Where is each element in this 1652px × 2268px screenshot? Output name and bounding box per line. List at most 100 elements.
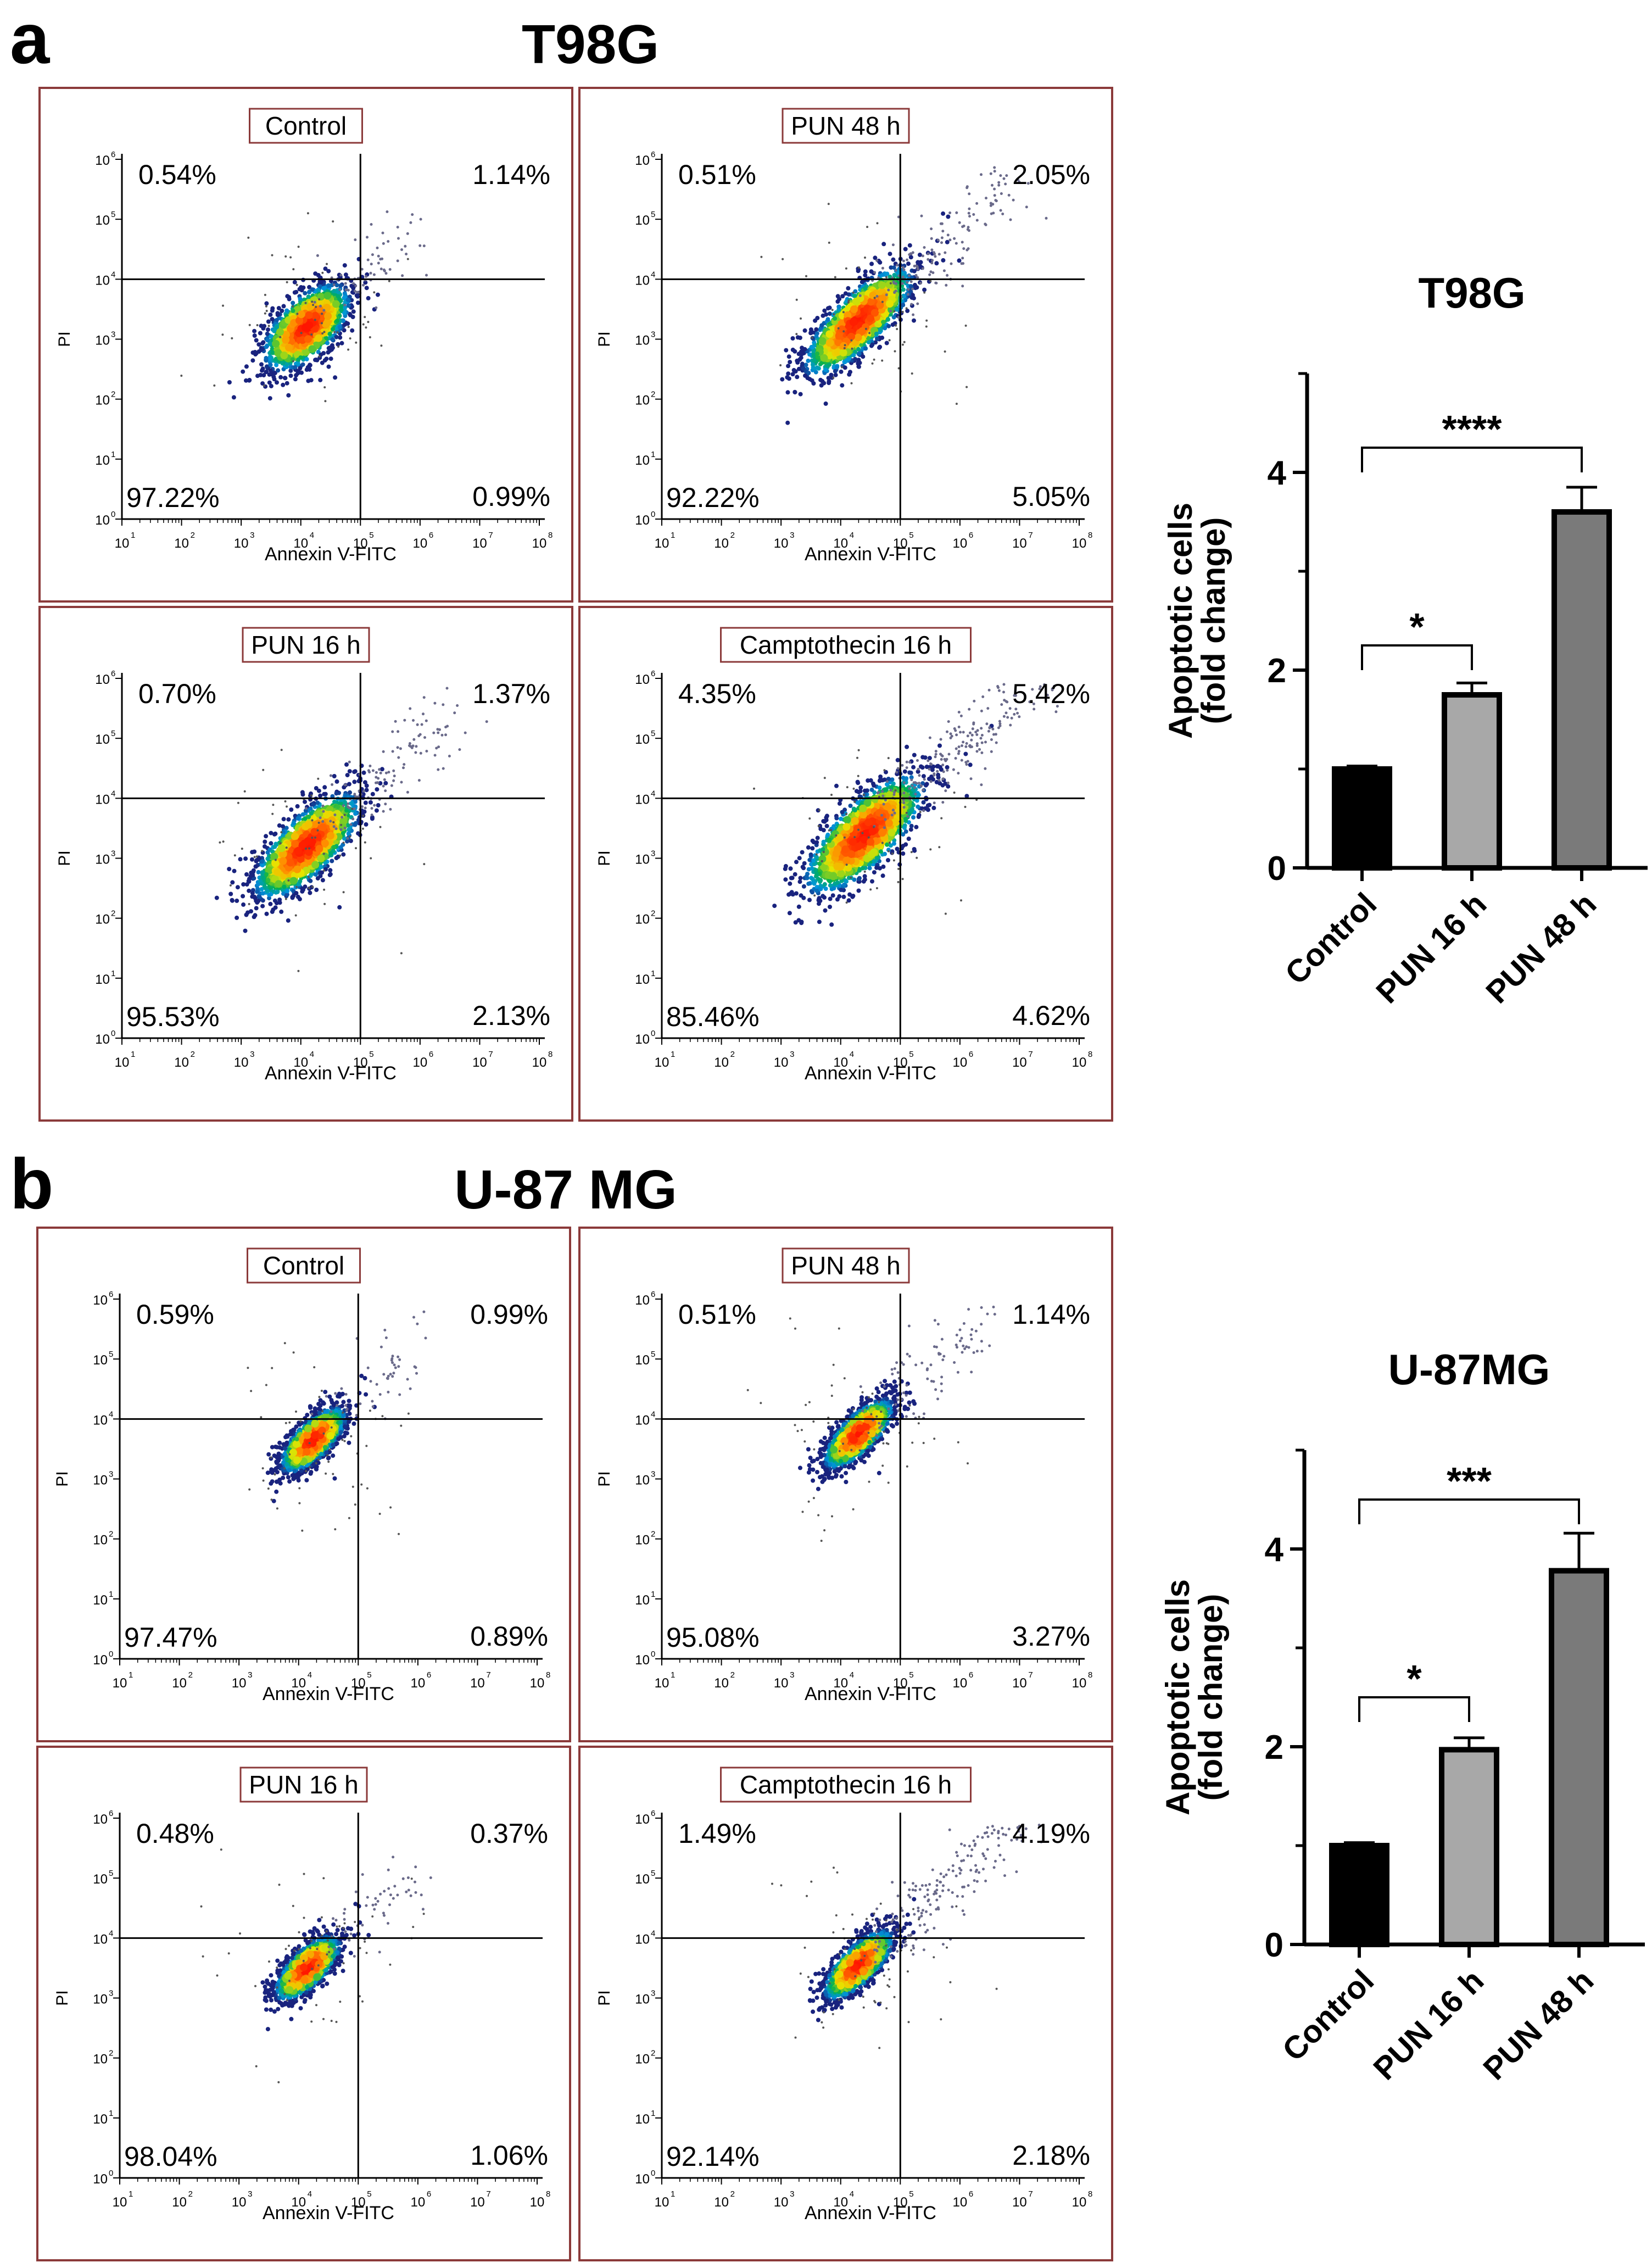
- flow-event: [328, 868, 333, 873]
- flow-event: [854, 333, 862, 342]
- flow-event: [1001, 213, 1004, 215]
- y-tick-label: 10: [635, 513, 650, 528]
- flow-event: [369, 271, 372, 275]
- y-tick-label: 10: [95, 453, 110, 468]
- flow-event: [222, 840, 225, 843]
- flow-event: [901, 282, 904, 285]
- flow-event: [255, 889, 260, 894]
- y-tick-exponent: 0: [111, 1029, 115, 1038]
- panel-label: PUN 48 h: [791, 112, 900, 140]
- flow-event: [372, 273, 376, 276]
- flow-event: [937, 253, 941, 256]
- flow-event: [252, 333, 257, 338]
- flow-event: [418, 244, 422, 247]
- flow-event: [346, 837, 349, 840]
- flow-event: [993, 166, 996, 169]
- flow-event: [810, 378, 814, 383]
- flow-event: [323, 888, 326, 891]
- flow-event: [928, 273, 931, 276]
- flow-event: [850, 382, 853, 384]
- flow-event: [351, 807, 354, 810]
- flow-event: [993, 187, 996, 191]
- flow-event: [905, 307, 908, 310]
- flow-event: [803, 373, 807, 378]
- flow-event: [397, 756, 400, 759]
- flow-event: [347, 769, 352, 774]
- flow-event: [241, 894, 245, 899]
- flow-event: [877, 345, 881, 350]
- flow-event: [376, 292, 380, 297]
- flow-event: [795, 333, 798, 336]
- flow-event: [294, 373, 299, 378]
- flow-event: [823, 401, 828, 406]
- flow-event: [323, 266, 328, 271]
- flow-event: [285, 846, 288, 849]
- x-tick-exponent: 6: [969, 531, 973, 540]
- flow-event: [321, 820, 325, 823]
- flow-event: [300, 332, 303, 335]
- flow-event: [378, 768, 381, 771]
- flow-event: [383, 269, 386, 272]
- flow-event: [312, 304, 315, 307]
- flow-event: [332, 821, 335, 823]
- flow-event: [846, 286, 851, 291]
- flow-event: [813, 366, 818, 371]
- flow-event: [349, 835, 351, 838]
- flow-event: [326, 269, 331, 274]
- flow-event: [321, 332, 324, 335]
- flow-event: [851, 353, 856, 358]
- x-tick-exponent: 4: [850, 531, 854, 540]
- flow-event: [367, 321, 370, 324]
- flow-event: [337, 905, 342, 910]
- flow-event: [327, 283, 332, 288]
- flow-event: [881, 320, 886, 325]
- flow-event: [968, 215, 971, 218]
- flow-event: [247, 879, 252, 884]
- x-tick-label: 10: [1072, 536, 1087, 551]
- flow-event: [795, 358, 800, 363]
- flow-event: [813, 318, 818, 323]
- flow-event: [311, 802, 316, 807]
- flow-event: [353, 289, 356, 293]
- flow-event: [370, 857, 372, 860]
- flow-event: [334, 283, 339, 288]
- flow-event: [231, 395, 236, 400]
- flow-event: [999, 174, 1002, 177]
- flow-event: [875, 337, 880, 341]
- flow-event: [993, 194, 996, 197]
- flow-event: [422, 696, 426, 699]
- flow-event: [231, 337, 233, 339]
- flow-event: [485, 720, 488, 723]
- flow-event: [343, 322, 348, 327]
- flow-event: [399, 747, 402, 750]
- flow-event: [256, 342, 261, 347]
- flow-event: [286, 805, 288, 808]
- x-tick-label: 10: [115, 536, 130, 551]
- flow-event: [417, 734, 421, 738]
- y-tick-exponent: 1: [651, 450, 655, 459]
- flow-event: [323, 902, 326, 905]
- flow-event: [351, 309, 356, 314]
- flow-event: [884, 341, 889, 346]
- flow-event: [907, 293, 909, 296]
- flow-event: [343, 793, 348, 798]
- y-tick-label: 10: [95, 213, 110, 228]
- flow-event: [328, 816, 336, 824]
- flow-event: [180, 375, 183, 377]
- flow-event: [272, 371, 277, 376]
- flow-event: [322, 852, 325, 855]
- flow-event: [238, 857, 243, 862]
- flow-event: [308, 363, 312, 367]
- flow-event: [274, 868, 282, 876]
- flow-event: [311, 837, 314, 839]
- flow-event: [306, 302, 315, 310]
- flow-event: [265, 338, 270, 343]
- flow-event: [423, 736, 426, 739]
- flow-event: [314, 888, 319, 892]
- flow-event: [858, 327, 866, 335]
- flow-event: [833, 372, 838, 377]
- flow-event: [365, 326, 367, 329]
- flow-event: [309, 811, 314, 816]
- flow-event: [298, 296, 303, 301]
- y-tick-label: 10: [635, 273, 650, 288]
